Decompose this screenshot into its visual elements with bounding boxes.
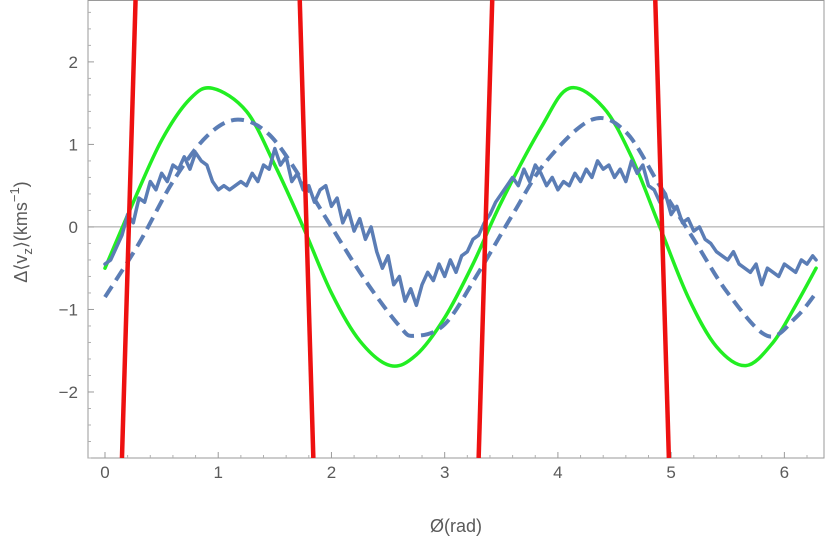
y-tick-label: −2 — [59, 383, 78, 402]
plot-border — [87, 0, 825, 459]
red-steep-line — [476, 0, 495, 458]
blue-noisy-line — [103, 146, 818, 308]
y-tick-label: 2 — [69, 53, 78, 72]
y-axis-title-part-c: ) — [11, 181, 31, 187]
y-axis-title-part-a: Δ⟨v — [11, 255, 31, 283]
x-tick-label: 4 — [553, 463, 562, 482]
y-axis-title-subscript: z — [20, 248, 35, 255]
blue-dashed-line — [103, 116, 818, 339]
y-tick-label: −1 — [59, 300, 78, 319]
axis-ticks — [88, 11, 808, 459]
x-tick-label: 5 — [666, 463, 675, 482]
plot-frame — [87, 0, 825, 459]
red-steep-line — [297, 0, 316, 458]
y-tick-label: 0 — [69, 218, 78, 237]
x-axis-title: Ø(rad) — [430, 516, 482, 536]
y-axis-title-superscript: −1 — [7, 187, 22, 202]
tick-labels: 0 1 2 3 4 5 6 −2 −1 0 1 2 — [59, 53, 789, 482]
x-tick-label: 6 — [780, 463, 789, 482]
y-axis-title-part-b: ⟩(kms — [11, 202, 31, 248]
y-axis-title: Δ⟨vz⟩(kms−1) — [7, 181, 35, 282]
x-tick-label: 1 — [213, 463, 222, 482]
red-steep-line — [119, 0, 138, 458]
red-steep-line — [653, 0, 672, 458]
series-layer — [103, 0, 818, 458]
x-tick-label: 3 — [440, 463, 449, 482]
y-tick-label: 1 — [69, 135, 78, 154]
green-sinusoid-line — [103, 85, 818, 368]
x-tick-label: 0 — [100, 463, 109, 482]
x-tick-label: 2 — [327, 463, 336, 482]
